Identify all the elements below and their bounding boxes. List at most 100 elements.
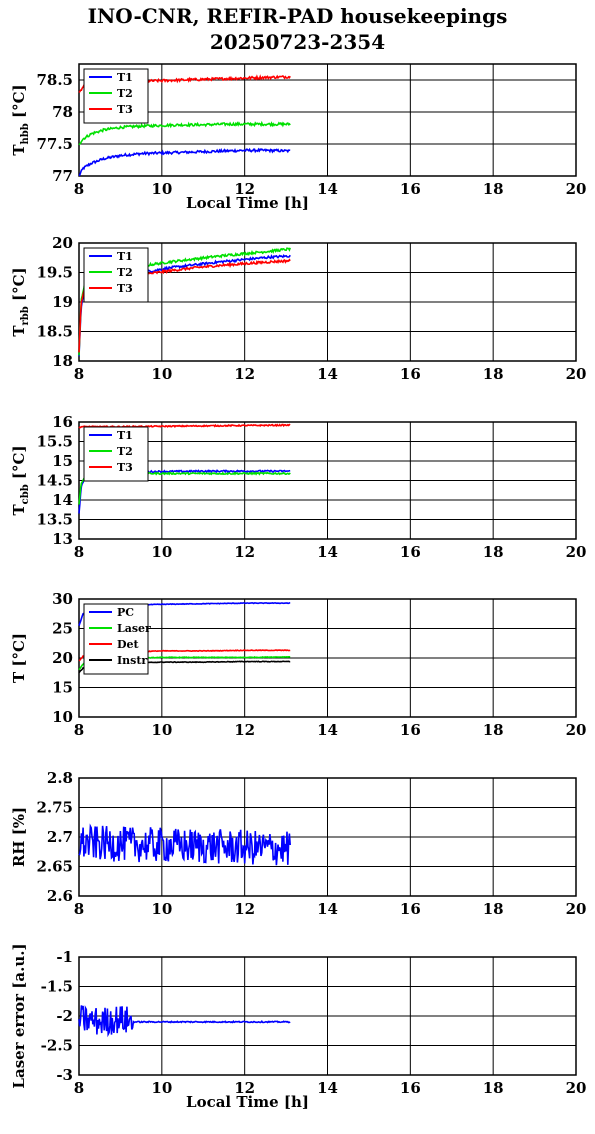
y-tick-label: 78.5 — [36, 71, 73, 89]
legend-label: T3 — [117, 461, 133, 474]
legend-label: Det — [117, 638, 140, 651]
x-tick-label: 14 — [317, 1079, 338, 1097]
series-line-t2 — [78, 120, 291, 146]
x-tick-label: 20 — [566, 721, 587, 739]
y-tick-label: 16 — [52, 413, 73, 431]
chart-panel-1: 8 10 12 14 16 18 20 77 77.5 78 78.5 Local Time [h] T… — [10, 63, 587, 212]
plot-frame — [78, 63, 577, 177]
x-tick-label: 8 — [74, 900, 84, 918]
y-tick-label: 2.8 — [47, 769, 73, 787]
x-tick-label: 10 — [151, 721, 172, 739]
series-line-t1 — [78, 147, 291, 177]
x-axis-label: Local Time [h] — [186, 194, 309, 212]
x-tick-label: 16 — [400, 900, 421, 918]
x-tick-label: 12 — [234, 721, 255, 739]
y-tick-label: 2.65 — [36, 858, 73, 876]
y-axis-label: Tcbb [°C] — [10, 445, 31, 515]
x-tick-label: 18 — [483, 543, 504, 561]
x-tick-label: 20 — [566, 180, 587, 198]
x-tick-label: 16 — [400, 365, 421, 383]
x-tick-label: 10 — [151, 365, 172, 383]
y-tick-label: 25 — [52, 620, 73, 638]
y-axis-label: T [°C] — [10, 633, 28, 683]
x-tick-label: 8 — [74, 721, 84, 739]
x-tick-label: 20 — [566, 1079, 587, 1097]
y-tick-label: 13.5 — [36, 511, 73, 529]
y-tick-label: 14.5 — [36, 472, 73, 490]
y-tick-label: -1.5 — [41, 978, 73, 996]
chart-panel-5: 8 10 12 14 16 18 20 2.6 2.65 2.7 2.75 2.8 RH [%] — [10, 769, 586, 918]
legend-box — [83, 426, 149, 482]
x-tick-label: 12 — [234, 180, 255, 198]
y-axis-label: RH [%] — [10, 807, 28, 867]
plot-frame — [78, 598, 577, 718]
x-tick-label: 8 — [74, 180, 84, 198]
legend-label: T2 — [117, 87, 133, 100]
x-tick-label: 18 — [483, 900, 504, 918]
x-tick-label: 16 — [400, 180, 421, 198]
y-tick-label: 2.75 — [36, 799, 73, 817]
y-tick-label: 20 — [52, 234, 73, 252]
y-tick-label: -1 — [56, 948, 73, 966]
y-tick-label: 10 — [52, 708, 73, 726]
x-tick-label: 16 — [400, 543, 421, 561]
y-tick-label: 2.7 — [47, 828, 73, 846]
series-line-data — [78, 823, 291, 866]
x-tick-label: 14 — [317, 721, 338, 739]
y-tick-label: -3 — [56, 1066, 73, 1084]
x-tick-label: 10 — [151, 1079, 172, 1097]
x-tick-label: 16 — [400, 1079, 421, 1097]
y-tick-label: 78 — [52, 103, 73, 121]
chart-subtitle: 20250723-2354 — [209, 30, 386, 54]
y-tick-label: 14 — [52, 491, 73, 509]
x-tick-label: 10 — [151, 900, 172, 918]
y-tick-label: 15 — [52, 679, 73, 697]
x-tick-label: 18 — [483, 1079, 504, 1097]
y-tick-label: -2 — [56, 1007, 73, 1025]
y-axis-label: Thbb [°C] — [10, 84, 31, 155]
x-tick-label: 14 — [317, 365, 338, 383]
x-tick-label: 14 — [317, 180, 338, 198]
legend-label: T1 — [117, 250, 133, 263]
chart-title: INO-CNR, REFIR-PAD housekeepings — [87, 4, 508, 28]
legend-label: PC — [117, 606, 134, 619]
x-tick-label: 16 — [400, 721, 421, 739]
x-tick-label: 12 — [234, 1079, 255, 1097]
legend-label: T1 — [117, 71, 133, 84]
plot-frame — [78, 777, 577, 897]
plot-frame — [78, 242, 577, 362]
x-tick-label: 20 — [566, 543, 587, 561]
x-tick-label: 18 — [483, 180, 504, 198]
x-tick-label: 12 — [234, 543, 255, 561]
y-tick-label: 20 — [52, 649, 73, 667]
y-tick-label: -2.5 — [41, 1037, 73, 1055]
plot-frame — [78, 421, 577, 540]
x-tick-label: 8 — [74, 1079, 84, 1097]
x-tick-label: 18 — [483, 365, 504, 383]
y-axis-label: Laser error [a.u.] — [10, 943, 28, 1088]
y-tick-label: 77 — [52, 167, 73, 185]
chart-panel-6: 8 10 12 14 16 18 20 -3 -2.5 -2 -1.5 -1 Local Time [h… — [10, 943, 586, 1111]
x-tick-label: 8 — [74, 365, 84, 383]
x-tick-label: 10 — [151, 180, 172, 198]
legend-label: T1 — [117, 429, 133, 442]
legend-label: T3 — [117, 103, 133, 116]
y-tick-label: 2.6 — [47, 887, 73, 905]
legend-box — [83, 603, 149, 675]
series-line-data — [78, 1005, 291, 1038]
y-axis-label: Trbb [°C] — [10, 267, 31, 336]
y-tick-label: 19.5 — [36, 264, 73, 282]
legend-label: T2 — [117, 445, 133, 458]
y-tick-label: 15 — [52, 452, 73, 470]
chart-panel-2: 8 10 12 14 16 18 20 18 18.5 19 19.5 20 Trbb [°C] T1 T2… — [10, 234, 586, 383]
x-tick-label: 12 — [234, 900, 255, 918]
y-tick-label: 13 — [52, 530, 73, 548]
legend-label: T3 — [117, 282, 133, 295]
y-tick-label: 30 — [52, 590, 73, 608]
x-tick-label: 14 — [317, 900, 338, 918]
y-tick-label: 15.5 — [36, 433, 73, 451]
x-tick-label: 18 — [483, 721, 504, 739]
x-tick-label: 14 — [317, 543, 338, 561]
